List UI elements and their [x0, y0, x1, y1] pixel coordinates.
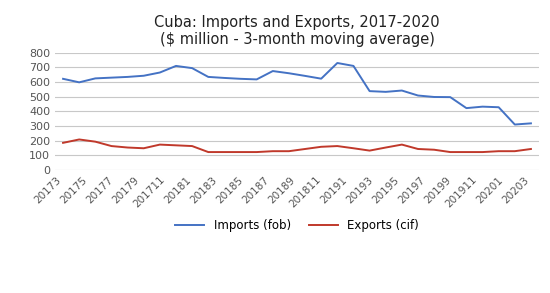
Imports (fob): [318, 77, 324, 80]
Imports (fob): [237, 77, 244, 81]
Imports (fob): [302, 74, 309, 78]
Exports (cif): [334, 144, 340, 148]
Imports (fob): [173, 64, 179, 68]
Line: Imports (fob): Imports (fob): [63, 63, 531, 125]
Exports (cif): [173, 144, 179, 147]
Imports (fob): [140, 74, 147, 77]
Exports (cif): [399, 143, 405, 146]
Imports (fob): [527, 122, 534, 125]
Exports (cif): [205, 150, 212, 154]
Exports (cif): [366, 149, 373, 152]
Exports (cif): [92, 140, 98, 144]
Imports (fob): [479, 105, 486, 108]
Imports (fob): [108, 76, 115, 79]
Exports (cif): [302, 147, 309, 151]
Line: Exports (cif): Exports (cif): [63, 139, 531, 152]
Imports (fob): [334, 61, 340, 65]
Imports (fob): [350, 64, 357, 68]
Exports (cif): [463, 150, 470, 154]
Imports (fob): [399, 89, 405, 92]
Exports (cif): [285, 149, 292, 153]
Exports (cif): [527, 147, 534, 151]
Exports (cif): [270, 149, 276, 153]
Exports (cif): [124, 146, 131, 149]
Imports (fob): [189, 67, 195, 70]
Exports (cif): [60, 141, 67, 145]
Exports (cif): [496, 149, 502, 153]
Imports (fob): [512, 123, 518, 126]
Exports (cif): [254, 150, 260, 154]
Exports (cif): [512, 149, 518, 153]
Exports (cif): [479, 150, 486, 154]
Exports (cif): [350, 146, 357, 150]
Legend: Imports (fob), Exports (cif): Imports (fob), Exports (cif): [170, 214, 424, 237]
Imports (fob): [92, 76, 98, 80]
Exports (cif): [108, 144, 115, 148]
Imports (fob): [285, 71, 292, 75]
Exports (cif): [415, 147, 421, 151]
Title: Cuba: Imports and Exports, 2017-2020
($ million - 3-month moving average): Cuba: Imports and Exports, 2017-2020 ($ …: [154, 15, 440, 47]
Exports (cif): [140, 146, 147, 150]
Imports (fob): [254, 78, 260, 81]
Imports (fob): [431, 95, 437, 99]
Exports (cif): [237, 150, 244, 154]
Imports (fob): [447, 96, 454, 99]
Exports (cif): [447, 150, 454, 154]
Exports (cif): [189, 144, 195, 148]
Exports (cif): [431, 148, 437, 151]
Exports (cif): [318, 145, 324, 149]
Imports (fob): [463, 106, 470, 110]
Imports (fob): [124, 75, 131, 79]
Imports (fob): [60, 77, 67, 81]
Imports (fob): [270, 69, 276, 73]
Imports (fob): [496, 105, 502, 109]
Imports (fob): [415, 94, 421, 97]
Imports (fob): [221, 76, 228, 80]
Imports (fob): [366, 89, 373, 93]
Imports (fob): [157, 71, 163, 74]
Exports (cif): [382, 146, 389, 149]
Imports (fob): [382, 90, 389, 94]
Exports (cif): [76, 138, 82, 141]
Imports (fob): [205, 75, 212, 79]
Exports (cif): [157, 143, 163, 146]
Exports (cif): [221, 150, 228, 154]
Imports (fob): [76, 81, 82, 84]
